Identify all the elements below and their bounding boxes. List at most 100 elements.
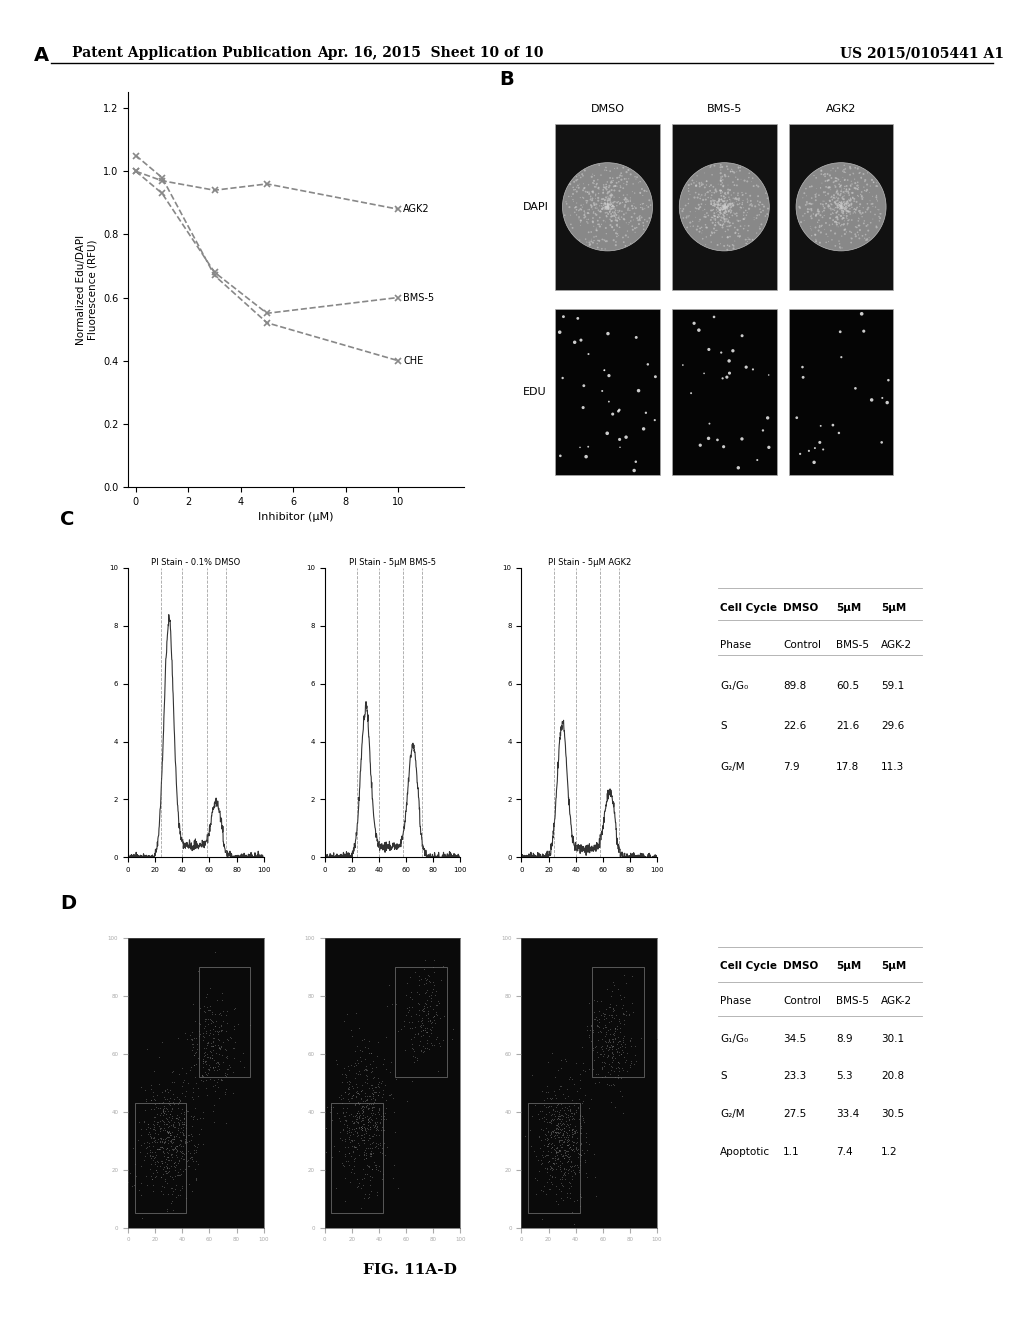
Point xyxy=(861,227,878,248)
Point xyxy=(560,1143,577,1164)
Point xyxy=(673,198,689,219)
Point xyxy=(826,187,843,209)
Point xyxy=(834,197,850,218)
Point xyxy=(163,1130,179,1151)
Point xyxy=(837,199,853,220)
Point xyxy=(720,182,736,203)
Point xyxy=(541,1150,557,1171)
Point xyxy=(595,182,611,203)
Point xyxy=(170,1028,186,1049)
Point xyxy=(577,1151,593,1172)
Point xyxy=(574,180,591,201)
Point xyxy=(148,1104,165,1125)
Point xyxy=(849,176,865,197)
Point xyxy=(739,202,756,223)
Point xyxy=(188,1072,205,1093)
Text: 27.5: 27.5 xyxy=(783,1109,807,1119)
Point xyxy=(152,1047,168,1068)
Point xyxy=(153,1166,169,1187)
Point xyxy=(595,1040,611,1061)
Point xyxy=(177,1117,194,1138)
Point xyxy=(599,197,615,218)
Point xyxy=(575,1059,592,1080)
Point xyxy=(154,1137,170,1158)
Point xyxy=(175,1109,191,1130)
Point xyxy=(556,1121,572,1142)
Point xyxy=(583,194,599,215)
Point xyxy=(571,206,588,227)
Point xyxy=(800,198,816,219)
Point xyxy=(417,968,433,989)
Point xyxy=(597,193,613,214)
Point xyxy=(749,207,765,228)
Point xyxy=(625,219,641,240)
Point xyxy=(707,206,723,227)
Point xyxy=(600,1045,616,1067)
Point xyxy=(720,227,736,248)
Point xyxy=(599,197,615,218)
Point xyxy=(599,197,615,218)
Point xyxy=(831,177,848,198)
Point xyxy=(407,1047,423,1068)
Point xyxy=(854,186,870,207)
Point xyxy=(354,1107,371,1129)
Point xyxy=(370,1073,386,1094)
Point xyxy=(725,195,741,216)
Point xyxy=(601,1036,617,1057)
Point xyxy=(364,1089,380,1110)
Point xyxy=(723,197,739,218)
Point xyxy=(722,213,738,234)
Point xyxy=(713,180,729,201)
Point xyxy=(355,1130,372,1151)
Point xyxy=(555,306,571,327)
Point xyxy=(544,1166,560,1187)
Point xyxy=(729,189,745,210)
Point xyxy=(356,1139,373,1160)
Point xyxy=(585,173,601,194)
Point xyxy=(620,227,636,248)
Point xyxy=(612,1018,629,1039)
Point xyxy=(606,1061,623,1082)
Point xyxy=(543,1156,559,1177)
Point xyxy=(590,210,606,231)
Point xyxy=(366,1097,382,1118)
Point xyxy=(162,1130,178,1151)
Point xyxy=(369,1115,385,1137)
Point xyxy=(830,174,847,195)
Point xyxy=(145,1111,162,1133)
Point xyxy=(575,1143,592,1164)
Point xyxy=(808,190,824,211)
Point xyxy=(356,1126,373,1147)
Point xyxy=(804,176,820,197)
Point xyxy=(358,1121,375,1142)
Point xyxy=(152,1097,168,1118)
Point xyxy=(547,1148,563,1170)
Point xyxy=(836,154,852,176)
Point xyxy=(419,990,435,1011)
Point xyxy=(597,189,613,210)
Point xyxy=(190,1020,207,1041)
Point xyxy=(184,1148,201,1170)
Point xyxy=(196,1052,212,1073)
Point xyxy=(599,183,615,205)
Point xyxy=(548,1140,564,1162)
Point xyxy=(811,201,827,222)
Bar xyxy=(199,968,250,1077)
Point xyxy=(560,1129,577,1150)
Point xyxy=(546,1154,562,1175)
Point xyxy=(835,203,851,224)
Point xyxy=(843,222,859,243)
Point xyxy=(144,1131,161,1152)
Point xyxy=(718,197,734,218)
Point xyxy=(378,1098,394,1119)
Text: EDU: EDU xyxy=(523,387,547,397)
Point xyxy=(828,214,845,235)
Point xyxy=(544,1121,560,1142)
Point xyxy=(167,1138,183,1159)
Point xyxy=(551,1122,567,1143)
Point xyxy=(174,1146,190,1167)
Point xyxy=(680,193,696,214)
Point xyxy=(337,1168,353,1189)
Point xyxy=(826,174,843,195)
Point xyxy=(339,1122,355,1143)
